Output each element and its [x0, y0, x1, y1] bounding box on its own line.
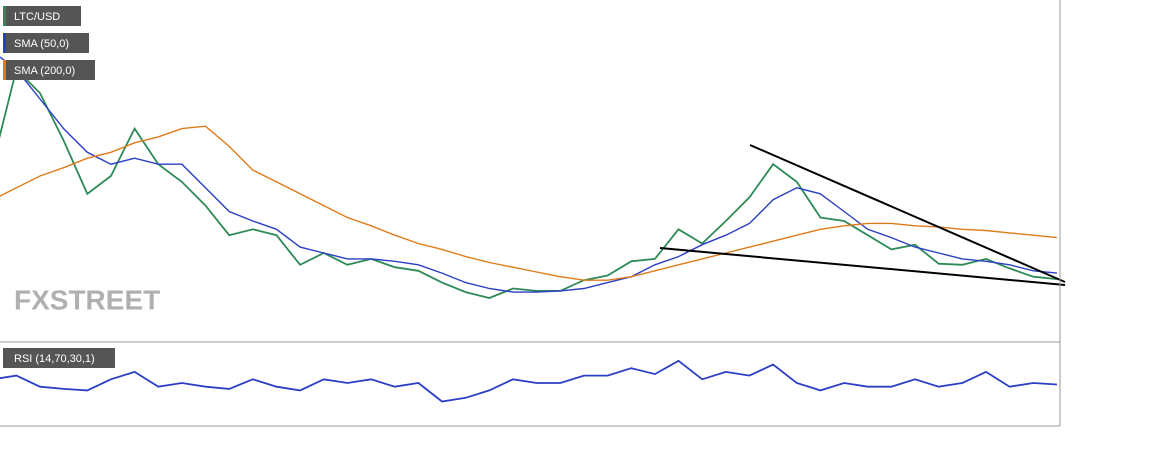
series-line	[0, 56, 1057, 293]
watermark: FXSTREET	[14, 284, 160, 315]
legend-box	[3, 6, 81, 26]
legend-swatch	[3, 33, 6, 53]
legend-swatch	[3, 6, 6, 26]
legend-label: SMA (50,0)	[14, 38, 69, 50]
trendline	[659, 247, 1066, 286]
series-line	[0, 125, 1057, 281]
rsi-title: RSI (14,70,30,1)	[14, 353, 95, 365]
legend-box	[3, 60, 95, 80]
legend-swatch	[3, 60, 6, 80]
trendline	[749, 144, 1066, 283]
series-line	[0, 67, 1057, 299]
series-line	[0, 359, 1057, 403]
legend-box	[3, 348, 115, 368]
legend-label: LTC/USD	[14, 11, 60, 23]
plot	[0, 56, 1057, 403]
legend-box	[3, 33, 89, 53]
legend: LTC/USD SMA (50,0) SMA (200,0) RSI (14,7…	[3, 6, 115, 368]
legend-label: SMA (200,0)	[14, 65, 75, 77]
